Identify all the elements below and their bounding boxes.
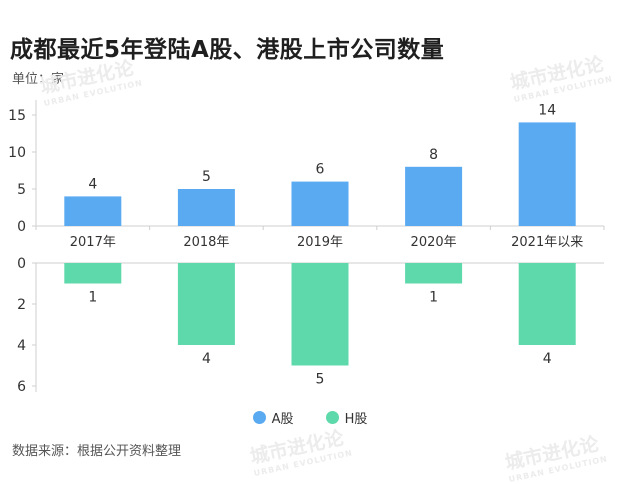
h-share-data-label: 4 bbox=[202, 351, 211, 367]
a-share-bar bbox=[64, 196, 122, 226]
x-category-label: 2017年 bbox=[70, 235, 116, 250]
top-y-tick-label: 10 bbox=[8, 145, 26, 161]
a-share-data-label: 5 bbox=[202, 169, 211, 185]
top-y-tick-label: 15 bbox=[8, 108, 26, 124]
top-y-tick-label: 5 bbox=[17, 182, 26, 198]
h-share-data-label: 5 bbox=[316, 372, 325, 388]
a-share-bar bbox=[291, 181, 349, 226]
h-share-bar bbox=[518, 263, 576, 345]
chart-title: 成都最近5年登陆A股、港股上市公司数量 bbox=[10, 37, 445, 63]
h-share-bar bbox=[64, 263, 122, 284]
legend-item-a-share[interactable]: A股 bbox=[252, 408, 294, 427]
h-share-data-label: 4 bbox=[543, 351, 552, 367]
unit-label: 单位：家 bbox=[12, 72, 65, 87]
a-share-bar bbox=[405, 166, 463, 226]
x-category-label: 2019年 bbox=[297, 235, 343, 250]
a-share-data-label: 14 bbox=[538, 102, 556, 118]
h-share-bar bbox=[405, 263, 463, 284]
x-category-label: 2018年 bbox=[183, 235, 229, 250]
legend-swatch-h-share bbox=[325, 411, 339, 424]
legend-label-h-share: H股 bbox=[344, 412, 368, 427]
a-share-bar bbox=[177, 189, 235, 226]
h-share-bar bbox=[291, 263, 349, 366]
legend-item-h-share[interactable]: H股 bbox=[325, 408, 368, 427]
bottom-y-tick-label: 2 bbox=[17, 297, 26, 313]
legend: A股 H股 bbox=[0, 408, 620, 428]
legend-swatch-a-share bbox=[252, 411, 266, 424]
a-share-data-label: 4 bbox=[88, 176, 97, 192]
a-share-data-label: 8 bbox=[429, 147, 438, 163]
bottom-y-tick-label: 6 bbox=[17, 379, 26, 395]
bottom-y-tick-label: 0 bbox=[17, 256, 26, 272]
source-note: 数据来源：根据公开资料整理 bbox=[12, 444, 182, 459]
a-share-bar bbox=[518, 122, 576, 226]
bottom-y-tick-label: 4 bbox=[17, 338, 26, 354]
a-share-data-label: 6 bbox=[316, 162, 325, 178]
x-category-label: 2021年以来 bbox=[511, 235, 583, 250]
h-share-data-label: 1 bbox=[88, 290, 97, 306]
h-share-bar bbox=[177, 263, 235, 345]
legend-label-a-share: A股 bbox=[271, 412, 294, 427]
x-category-label: 2020年 bbox=[411, 235, 457, 250]
top-y-tick-label: 0 bbox=[17, 219, 26, 235]
h-share-data-label: 1 bbox=[429, 290, 438, 306]
